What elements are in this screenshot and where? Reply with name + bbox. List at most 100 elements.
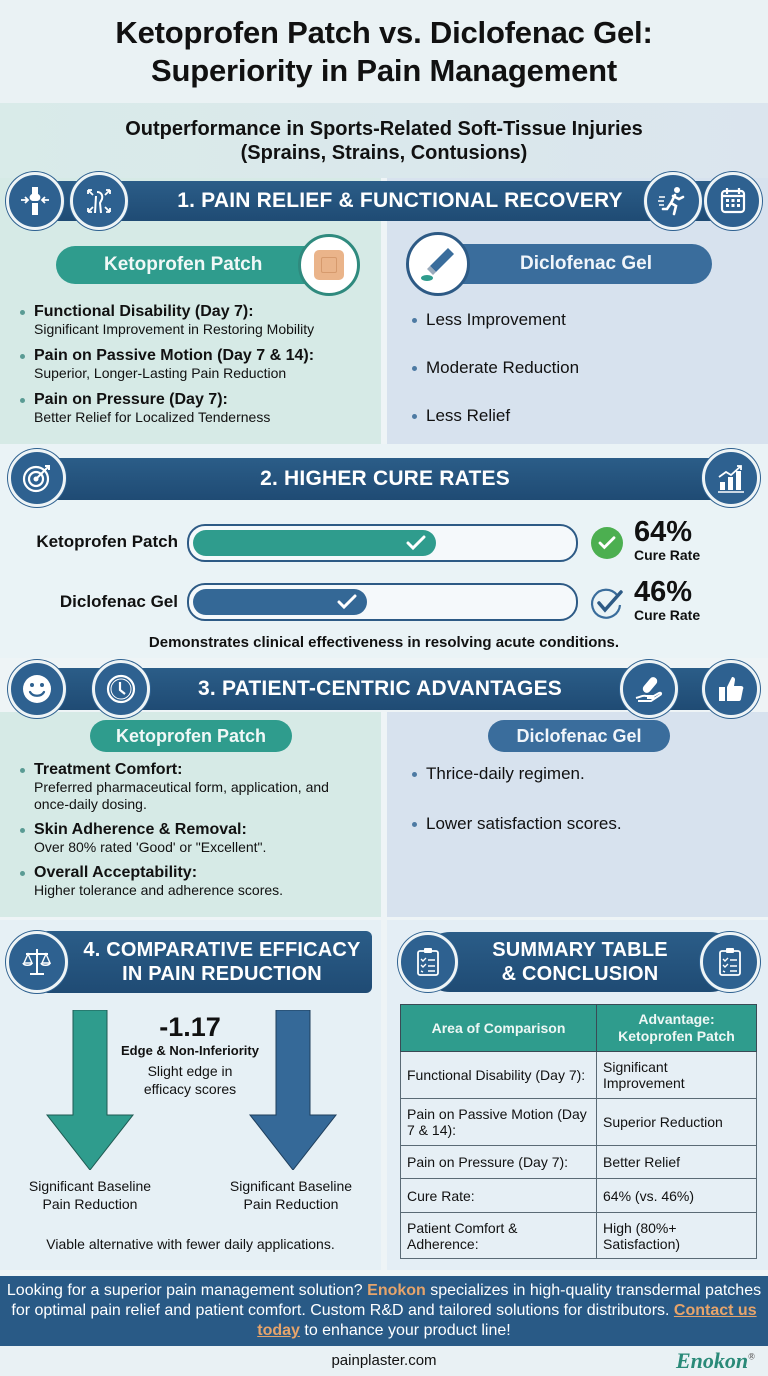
- hand-bandage-icon: [620, 660, 678, 718]
- right-arrow-caption: Significant Baseline Pain Reduction: [229, 1178, 353, 1212]
- subtitle-line2: (Sprains, Strains, Contusions): [240, 141, 528, 164]
- section1-left-panel: [0, 178, 381, 444]
- section2-title: 2. HIGHER CURE RATES: [260, 467, 510, 490]
- calendar-icon: [704, 172, 762, 230]
- check-icon: [406, 535, 426, 551]
- efficacy-stat: -1.17 Edge & Non-Inferiority Slight edge…: [110, 1012, 270, 1098]
- bar-chart-growth-icon: [702, 449, 760, 507]
- section1-banner: 1. PAIN RELIEF & FUNCTIONAL RECOVERY: [50, 181, 720, 221]
- section3-diclofenac-list: Thrice-daily regimen. Lower satisfaction…: [412, 764, 752, 834]
- list-item: Thrice-daily regimen.: [412, 764, 752, 784]
- efficacy-desc-line2: efficacy scores: [143, 1081, 237, 1097]
- list-item: Treatment Comfort: Preferred pharmaceuti…: [20, 760, 380, 813]
- table-row: Pain on Passive Motion (Day 7 & 14): Sup…: [400, 1098, 757, 1146]
- cure-rate-label: Cure Rate: [634, 547, 701, 563]
- summary-title-line1: SUMMARY TABLE: [492, 939, 668, 961]
- list-item: Pain on Pressure (Day 7): Better Relief …: [20, 390, 380, 426]
- ketoprofen-label-text: Ketoprofen Patch: [104, 254, 263, 275]
- section1-diclofenac-list: Less Improvement Moderate Reduction Less…: [412, 310, 752, 426]
- table-row: Functional Disability (Day 7): Significa…: [400, 1051, 757, 1099]
- section4-title-line2: IN PAIN REDUCTION: [122, 963, 322, 985]
- cure-rate-label: Cure Rate: [634, 607, 701, 623]
- list-item: Less Improvement: [412, 310, 752, 330]
- section3-title: 3. PATIENT-CENTRIC ADVANTAGES: [198, 677, 562, 700]
- section2-banner: 2. HIGHER CURE RATES: [40, 458, 730, 500]
- table-row: Patient Comfort & Adherence: High (80%+ …: [400, 1212, 757, 1259]
- cure-rate-value: 46%: [634, 576, 693, 608]
- check-circle-filled-icon: [591, 527, 623, 559]
- blue-down-arrow-icon: [248, 1009, 338, 1171]
- check-circle-outline-icon: [589, 585, 625, 621]
- target-icon: [8, 449, 66, 507]
- list-item: Functional Disability (Day 7): Significa…: [20, 302, 380, 338]
- efficacy-value: -1.17: [159, 1012, 221, 1042]
- section1-right-panel: [387, 178, 768, 444]
- section1-ketoprofen-label: Ketoprofen Patch: [56, 246, 336, 284]
- list-item: Pain on Passive Motion (Day 7 & 14): Sup…: [20, 346, 380, 382]
- section3-ketoprofen-list: Treatment Comfort: Preferred pharmaceuti…: [20, 760, 380, 899]
- cure-rate-value: 64%: [634, 516, 693, 548]
- table-header-row: Area of Comparison Advantage: Ketoprofen…: [400, 1004, 757, 1052]
- cure-bar-label-ketoprofen: Ketoprofen Patch: [36, 532, 178, 551]
- subtitle-area: Outperformance in Sports-Related Soft-Ti…: [0, 103, 768, 178]
- section3-diclofenac-label: Diclofenac Gel: [488, 720, 670, 752]
- check-icon: [337, 594, 357, 610]
- contact-us-link[interactable]: Contact us today: [257, 1302, 757, 1339]
- section3-ketoprofen-label: Ketoprofen Patch: [90, 720, 292, 752]
- brand-name: Enokon: [367, 1282, 426, 1299]
- summary-table: Area of Comparison Advantage: Ketoprofen…: [400, 1004, 757, 1259]
- efficacy-desc-line1: Slight edge in: [147, 1063, 233, 1079]
- section2-note: Demonstrates clinical effectiveness in r…: [148, 634, 620, 651]
- diclofenac-label-text: Diclofenac Gel: [516, 725, 642, 746]
- teal-down-arrow-icon: [45, 1009, 135, 1171]
- left-arrow-caption: Significant Baseline Pain Reduction: [28, 1178, 152, 1212]
- cure-bar-label-diclofenac: Diclofenac Gel: [59, 592, 178, 611]
- section3-banner: 3. PATIENT-CENTRIC ADVANTAGES: [40, 668, 730, 710]
- footer-bar: [0, 1346, 768, 1376]
- cure-rate-diclofenac: 46% Cure Rate: [634, 577, 700, 623]
- column-header: Area of Comparison: [400, 1004, 597, 1052]
- summary-title-line2: & CONCLUSION: [501, 963, 659, 985]
- enokon-logo: Enokon®: [676, 1348, 755, 1373]
- section4-banner: 4. COMPARATIVE EFFICACY IN PAIN REDUCTIO…: [42, 931, 372, 993]
- list-item: Skin Adherence & Removal: Over 80% rated…: [20, 820, 380, 856]
- thumbs-up-icon: [702, 660, 760, 718]
- subtitle-line1: Outperformance in Sports-Related Soft-Ti…: [125, 117, 643, 140]
- clock-icon: [92, 660, 150, 718]
- cta-banner: Looking for a superior pain management s…: [0, 1276, 768, 1346]
- table-row: Pain on Pressure (Day 7): Better Relief: [400, 1145, 757, 1179]
- diclofenac-label-text: Diclofenac Gel: [520, 253, 652, 274]
- list-item: Less Relief: [412, 406, 752, 426]
- title-area: Ketoprofen Patch vs. Diclofenac Gel: Sup…: [0, 0, 768, 103]
- gel-tube-icon: [406, 232, 470, 296]
- cure-bar-fill-diclofenac: [193, 589, 368, 615]
- list-item: Moderate Reduction: [412, 358, 752, 378]
- website-link[interactable]: painplaster.com: [331, 1352, 437, 1369]
- list-item: Overall Acceptability: Higher tolerance …: [20, 863, 380, 899]
- column-header: Advantage: Ketoprofen Patch: [596, 1004, 757, 1052]
- section1-ketoprofen-list: Functional Disability (Day 7): Significa…: [20, 302, 380, 426]
- page-title-line2: Superiority in Pain Management: [151, 52, 617, 88]
- efficacy-label: Edge & Non-Inferiority: [121, 1043, 259, 1058]
- running-person-icon: [644, 172, 702, 230]
- summary-table-wrap: Area of Comparison Advantage: Ketoprofen…: [400, 1004, 757, 1259]
- smiley-face-icon: [8, 660, 66, 718]
- back-pain-icon: [70, 172, 128, 230]
- ketoprofen-label-text: Ketoprofen Patch: [115, 725, 266, 746]
- table-row: Cure Rate: 64% (vs. 46%): [400, 1178, 757, 1213]
- clipboard-checklist-icon: [700, 932, 760, 992]
- cure-bar-diclofenac: [187, 583, 578, 621]
- page-title-line1: Ketoprofen Patch vs. Diclofenac Gel:: [115, 14, 653, 50]
- section4-note: Viable alternative with fewer daily appl…: [46, 1236, 335, 1252]
- knee-joint-icon: [6, 172, 64, 230]
- list-item: Lower satisfaction scores.: [412, 814, 752, 834]
- section4-title-line1: 4. COMPARATIVE EFFICACY: [83, 939, 361, 961]
- clipboard-checklist-icon: [398, 932, 458, 992]
- balance-scale-icon: [6, 931, 68, 993]
- cure-rate-ketoprofen: 64% Cure Rate: [634, 517, 700, 563]
- cure-bar-ketoprofen: [187, 524, 578, 562]
- section1-title: 1. PAIN RELIEF & FUNCTIONAL RECOVERY: [177, 189, 623, 212]
- cure-bar-fill-ketoprofen: [193, 530, 436, 556]
- patch-icon: [298, 234, 360, 296]
- summary-banner: SUMMARY TABLE & CONCLUSION: [420, 932, 740, 992]
